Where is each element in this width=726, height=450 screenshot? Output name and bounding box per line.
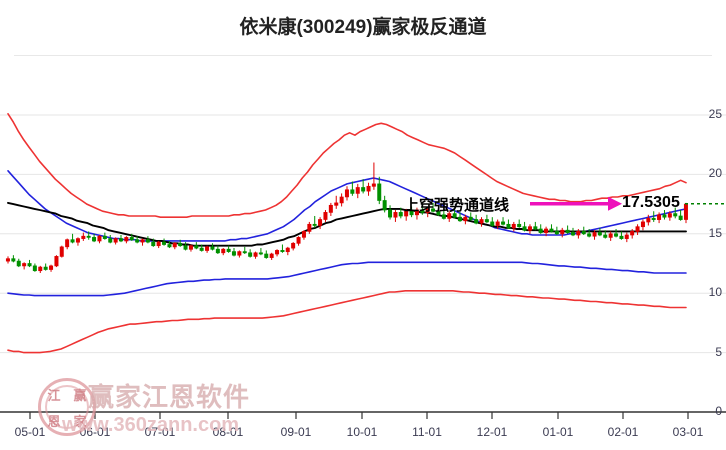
x-axis-tick-10-01: 10-01 bbox=[346, 425, 378, 439]
annotation-label: 上穿强势通道线 bbox=[404, 196, 510, 214]
title-divider bbox=[14, 55, 712, 56]
chart-plot-area bbox=[0, 56, 726, 450]
y-axis-tick-25: 25 bbox=[708, 107, 722, 121]
x-axis-tick-07-01: 07-01 bbox=[144, 425, 176, 439]
x-axis-tick-09-01: 09-01 bbox=[280, 425, 312, 439]
x-axis-tick-02-01: 02-01 bbox=[607, 425, 639, 439]
x-axis-tick-06-01: 06-01 bbox=[79, 425, 111, 439]
x-axis-tick-05-01: 05-01 bbox=[14, 425, 46, 439]
annotation-price-value: 17.5305 bbox=[622, 193, 680, 211]
y-axis-tick-0: 0 bbox=[715, 404, 722, 418]
y-axis-tick-20: 20 bbox=[708, 166, 722, 181]
page-title: 依米康(300249)赢家极反通道 bbox=[239, 17, 487, 38]
x-axis-tick-12-01: 12-01 bbox=[476, 425, 508, 439]
x-axis-tick-11-01: 11-01 bbox=[412, 425, 442, 439]
candlestick-chart-svg bbox=[0, 112, 726, 419]
y-axis-tick-5: 5 bbox=[715, 344, 722, 359]
x-axis-tick-08-01: 08-01 bbox=[212, 425, 244, 439]
y-axis-tick-15: 15 bbox=[708, 225, 722, 240]
x-axis-tick-03-01: 03-01 bbox=[672, 425, 704, 439]
x-axis-tick-01-01: 01-01 bbox=[542, 425, 574, 439]
y-axis-tick-10: 10 bbox=[708, 285, 722, 300]
